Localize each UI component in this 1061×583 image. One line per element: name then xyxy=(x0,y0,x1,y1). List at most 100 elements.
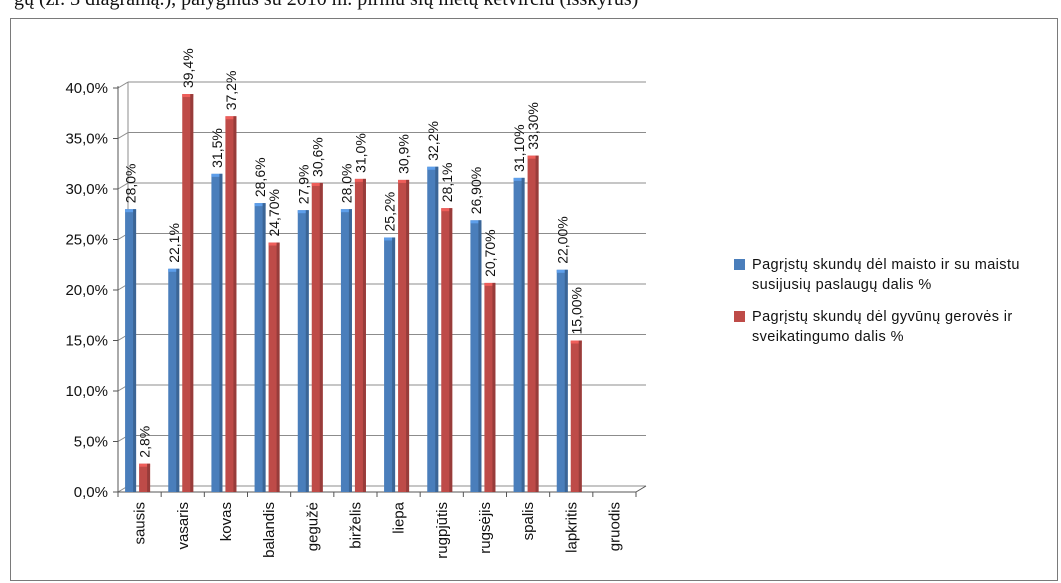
y-tick-label: 5,0% xyxy=(74,434,108,451)
y-tick-label: 35,0% xyxy=(65,131,108,148)
x-category-label: kovas xyxy=(218,502,235,541)
bar-animals-vasaris xyxy=(182,94,194,492)
x-axis-depth-line xyxy=(635,485,647,493)
bar-top-highlight xyxy=(182,94,194,98)
bar-side-shade xyxy=(276,242,280,492)
data-label: 15,00% xyxy=(568,287,584,334)
bar-top-highlight xyxy=(340,209,352,213)
bar-animals-gegužė xyxy=(311,182,323,492)
bar-side-shade xyxy=(492,282,496,492)
x-category-label: balandis xyxy=(261,502,278,558)
bar-top-highlight xyxy=(268,242,280,246)
bar-animals-birželis xyxy=(354,178,366,492)
bar-side-shade xyxy=(319,182,323,492)
bar-animals-liepa xyxy=(398,179,410,492)
x-category-label: birželis xyxy=(347,502,364,549)
bar-top-highlight xyxy=(570,340,582,344)
bar-top-highlight xyxy=(354,178,366,182)
bar-side-shade xyxy=(147,463,151,492)
bar-side-shade xyxy=(362,178,366,492)
legend-label-animals: Pagrįstų skundų dėl gyvūnų gerovės ir sv… xyxy=(752,309,1013,345)
bar-top-highlight xyxy=(311,182,323,186)
bar-side-shade xyxy=(578,340,582,492)
data-label: 28,0% xyxy=(123,163,139,203)
data-label: 26,90% xyxy=(468,167,484,214)
bar-food-sausis xyxy=(125,209,137,492)
data-label: 30,6% xyxy=(309,137,325,177)
bar-top-highlight xyxy=(384,237,396,241)
y-tick-label: 30,0% xyxy=(65,181,108,198)
bar-top-highlight xyxy=(125,209,137,213)
data-label: 32,2% xyxy=(425,121,441,161)
bar-top-highlight xyxy=(168,268,180,272)
data-label: 30,9% xyxy=(396,134,412,174)
bar-side-shade xyxy=(478,220,482,492)
bar-side-shade xyxy=(133,209,137,492)
data-label: 39,4% xyxy=(180,48,196,88)
data-label: 2,8% xyxy=(137,426,153,458)
data-label: 31,0% xyxy=(352,133,368,173)
x-category-label: liepa xyxy=(391,501,408,533)
y-tick-label: 15,0% xyxy=(65,333,108,350)
bar-food-liepa xyxy=(384,237,396,492)
bar-top-highlight xyxy=(297,210,309,214)
bar-top-highlight xyxy=(427,166,439,170)
bar-top-highlight xyxy=(398,179,410,183)
bar-food-rugsėjis xyxy=(470,220,482,492)
grid-depth-line xyxy=(117,132,129,139)
bar-top-highlight xyxy=(556,269,568,273)
bar-top-highlight xyxy=(225,116,237,120)
bar-top-highlight xyxy=(470,220,482,224)
x-category-label: rugsėjis xyxy=(477,502,494,554)
bar-animals-rugpjūtis xyxy=(441,208,453,492)
bar-side-shade xyxy=(564,269,568,492)
bar-side-shade xyxy=(449,208,453,492)
bar-side-shade xyxy=(406,179,410,492)
y-tick-label: 10,0% xyxy=(65,383,108,400)
legend-swatch-red xyxy=(734,311,745,322)
data-label: 27,9% xyxy=(295,165,311,205)
data-label: 37,2% xyxy=(223,71,239,111)
bar-side-shade xyxy=(435,166,439,492)
chart-frame xyxy=(10,18,1058,581)
chart-axes: 0,0% 5,0% 10,0% 15,0% 20,0% 25,0% 30,0% 35,0% 40… xyxy=(65,80,647,559)
data-label: 20,70% xyxy=(482,229,498,276)
y-tick-label: 20,0% xyxy=(65,282,108,299)
chart-legend: Pagrįstų skundų dėl maisto ir su maistu … xyxy=(734,255,1054,359)
legend-label-food: Pagrįstų skundų dėl maisto ir su maistu … xyxy=(752,257,1020,293)
cut-off-caption-text: gų (žr. 3 diagramą.), palyginus su 2010 … xyxy=(14,0,638,11)
bar-top-highlight xyxy=(484,282,496,286)
bar-animals-rugsėjis xyxy=(484,282,496,492)
bar-animals-balandis xyxy=(268,242,280,492)
bar-side-shade xyxy=(233,116,237,492)
bar-food-kovas xyxy=(211,173,223,492)
x-category-label: sausis xyxy=(132,502,149,545)
data-label: 33,30% xyxy=(525,102,541,149)
x-category-label: lapkritis xyxy=(563,502,580,553)
x-category-label: vasaris xyxy=(175,502,192,550)
data-label: 28,6% xyxy=(252,157,268,197)
x-category-label: rugpjūtis xyxy=(434,502,451,559)
legend-swatch-blue xyxy=(734,259,745,270)
bar-top-highlight xyxy=(211,173,223,177)
legend-item-food: Pagrįstų skundų dėl maisto ir su maistu … xyxy=(734,255,1054,295)
bar-food-spalis xyxy=(513,177,525,492)
bar-top-highlight xyxy=(441,208,453,212)
bar-side-shade xyxy=(521,177,525,492)
y-tick-label: 25,0% xyxy=(65,232,108,249)
bar-animals-sausis xyxy=(139,463,151,492)
x-category-label: gegužė xyxy=(304,502,321,551)
data-label: 28,0% xyxy=(338,163,354,203)
data-label: 24,70% xyxy=(266,189,282,236)
x-category-label: gruodis xyxy=(606,502,623,551)
bar-side-shade xyxy=(535,155,539,493)
bar-animals-spalis xyxy=(527,155,539,493)
data-label: 28,1% xyxy=(439,162,455,202)
grid-depth-line xyxy=(117,81,129,89)
data-label: 31,10% xyxy=(511,124,527,171)
bar-top-highlight xyxy=(513,177,525,181)
bar-side-shade xyxy=(219,173,223,492)
bar-top-highlight xyxy=(527,155,539,159)
bar-food-birželis xyxy=(340,209,352,492)
